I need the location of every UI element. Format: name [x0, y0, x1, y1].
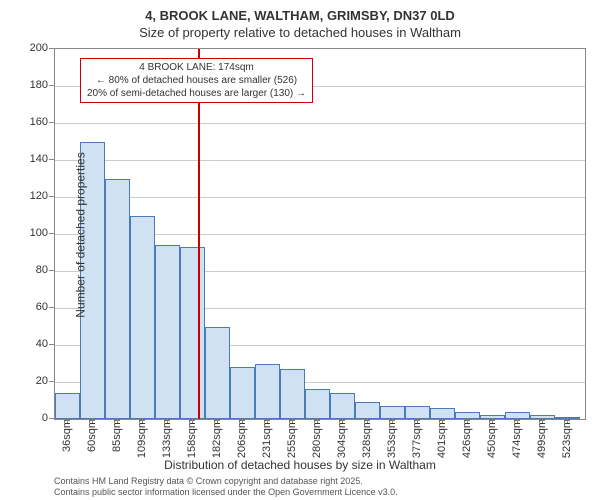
x-tick-label: 133sqm [161, 419, 173, 469]
y-tick-label: 100 [8, 227, 48, 239]
chart-subtitle: Size of property relative to detached ho… [0, 25, 600, 42]
x-tick-label: 182sqm [211, 419, 223, 469]
histogram-bar [430, 408, 455, 419]
x-tick-label: 450sqm [486, 419, 498, 469]
x-tick-mark [92, 418, 93, 423]
x-tick-label: 109sqm [136, 419, 148, 469]
x-tick-mark [392, 418, 393, 423]
histogram-bar [130, 216, 155, 420]
x-tick-mark [567, 418, 568, 423]
x-tick-label: 499sqm [536, 419, 548, 469]
histogram-bar [155, 245, 180, 419]
histogram-bar [55, 393, 80, 419]
y-tick-label: 80 [8, 264, 48, 276]
y-tick-mark [49, 381, 54, 382]
x-tick-label: 328sqm [361, 419, 373, 469]
chart-title: 4, BROOK LANE, WALTHAM, GRIMSBY, DN37 0L… [0, 0, 600, 25]
gridline [55, 160, 585, 161]
x-tick-label: 304sqm [336, 419, 348, 469]
x-tick-label: 426sqm [461, 419, 473, 469]
histogram-bar [180, 247, 205, 419]
y-axis-label: Number of detached properties [74, 152, 88, 317]
y-tick-mark [49, 48, 54, 49]
x-tick-mark [467, 418, 468, 423]
footer-line2: Contains public sector information licen… [54, 487, 398, 498]
annotation-box: 4 BROOK LANE: 174sqm← 80% of detached ho… [80, 58, 313, 103]
y-tick-label: 60 [8, 301, 48, 313]
gridline [55, 123, 585, 124]
y-tick-mark [49, 85, 54, 86]
plot-area [54, 48, 586, 420]
histogram-bar [405, 406, 430, 419]
x-tick-label: 401sqm [436, 419, 448, 469]
y-tick-label: 40 [8, 338, 48, 350]
histogram-bar [105, 179, 130, 420]
gridline [55, 197, 585, 198]
y-tick-label: 200 [8, 42, 48, 54]
histogram-bar [505, 412, 530, 419]
histogram-bar [280, 369, 305, 419]
y-tick-label: 120 [8, 190, 48, 202]
marker-line [198, 49, 200, 419]
x-tick-mark [242, 418, 243, 423]
histogram-bar [255, 364, 280, 420]
y-tick-mark [49, 418, 54, 419]
x-tick-mark [442, 418, 443, 423]
x-tick-label: 85sqm [111, 419, 123, 469]
x-tick-label: 255sqm [286, 419, 298, 469]
x-tick-label: 377sqm [411, 419, 423, 469]
histogram-bar [380, 406, 405, 419]
y-tick-label: 140 [8, 153, 48, 165]
x-tick-label: 280sqm [311, 419, 323, 469]
annotation-line: 20% of semi-detached houses are larger (… [87, 87, 306, 100]
x-tick-label: 523sqm [561, 419, 573, 469]
annotation-line: 4 BROOK LANE: 174sqm [87, 61, 306, 74]
x-tick-label: 474sqm [511, 419, 523, 469]
histogram-bar [330, 393, 355, 419]
y-tick-mark [49, 159, 54, 160]
x-tick-label: 158sqm [186, 419, 198, 469]
x-tick-mark [217, 418, 218, 423]
histogram-bar [305, 389, 330, 419]
y-tick-mark [49, 196, 54, 197]
y-tick-label: 0 [8, 412, 48, 424]
x-tick-mark [417, 418, 418, 423]
x-tick-mark [342, 418, 343, 423]
y-tick-label: 20 [8, 375, 48, 387]
x-tick-mark [292, 418, 293, 423]
footer-line1: Contains HM Land Registry data © Crown c… [54, 476, 398, 487]
x-tick-label: 231sqm [261, 419, 273, 469]
y-tick-label: 160 [8, 116, 48, 128]
y-tick-mark [49, 233, 54, 234]
y-tick-label: 180 [8, 79, 48, 91]
histogram-bar [455, 412, 480, 419]
x-tick-mark [492, 418, 493, 423]
x-tick-mark [317, 418, 318, 423]
x-tick-mark [142, 418, 143, 423]
histogram-bar [355, 402, 380, 419]
histogram-bar [205, 327, 230, 420]
x-tick-mark [167, 418, 168, 423]
x-tick-mark [542, 418, 543, 423]
x-tick-mark [117, 418, 118, 423]
x-tick-mark [367, 418, 368, 423]
y-tick-mark [49, 270, 54, 271]
annotation-line: ← 80% of detached houses are smaller (52… [87, 74, 306, 87]
x-tick-mark [517, 418, 518, 423]
x-tick-label: 36sqm [61, 419, 73, 469]
x-tick-label: 206sqm [236, 419, 248, 469]
y-tick-mark [49, 344, 54, 345]
y-tick-mark [49, 122, 54, 123]
x-tick-mark [192, 418, 193, 423]
x-tick-mark [267, 418, 268, 423]
histogram-bar [230, 367, 255, 419]
footer: Contains HM Land Registry data © Crown c… [54, 476, 398, 498]
x-tick-label: 60sqm [86, 419, 98, 469]
x-tick-label: 353sqm [386, 419, 398, 469]
y-tick-mark [49, 307, 54, 308]
x-tick-mark [67, 418, 68, 423]
